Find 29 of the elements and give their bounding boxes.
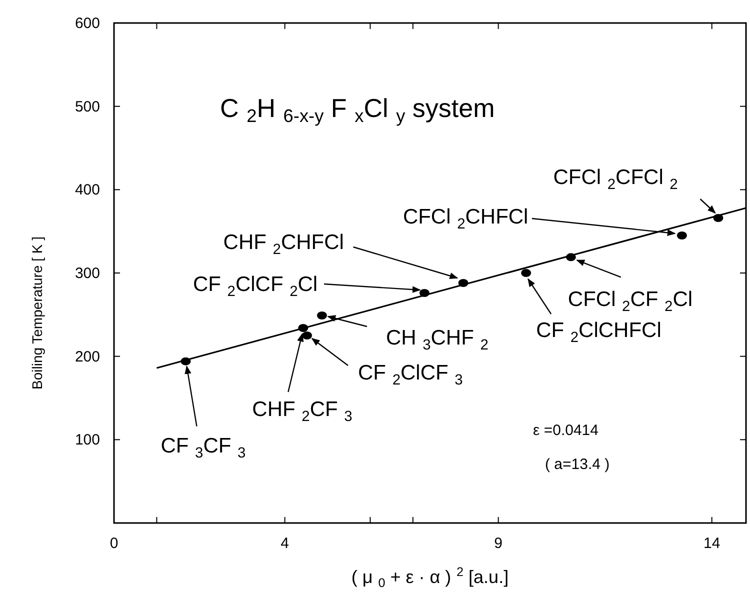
annotation: CF$_{2}$ClCF$_{2}$Cl [193, 273, 318, 300]
annotation: CHF$_{2}$CHFCl [223, 231, 344, 258]
y-tick-label: 200 [74, 348, 100, 366]
annotation: CFCl$_{2}$CF$_{2}$Cl [568, 288, 693, 315]
point [316, 312, 327, 320]
point [521, 269, 532, 277]
annotation: CH$_{3}$CHF$_{2}$ [386, 326, 488, 353]
annotation: CF$_{2}$ClCF$_{3}$ [358, 362, 463, 388]
annotation: ε =0.0414 [533, 422, 598, 439]
y-tick-label: 300 [74, 265, 100, 282]
annotation: ( a=13.4 ) [545, 456, 610, 473]
annotation: CFCl$_{2}$CHFCl [402, 206, 528, 232]
x-tick-label: 14 [703, 535, 720, 552]
y-axis-title: Boiling Temperature [ K ] [29, 236, 45, 390]
annotation: CHF$_{2}$CF$_{3}$ [252, 398, 352, 424]
x-tick-label: 4 [280, 535, 289, 552]
y-tick-label: 600 [74, 15, 100, 32]
point [302, 332, 312, 340]
chart-title: C$_{2}$H$_{6-x-y}$ F$_{x}$Cl$_{y}$ system [220, 93, 495, 126]
point [676, 232, 687, 240]
y-tick-label: 400 [74, 182, 100, 199]
annotation: CF$_{3}$CF$_{3}$ [160, 434, 246, 461]
annotation: CFCl$_{2}$CFCl$_{2}$ [553, 166, 678, 192]
x-tick-label: 0 [110, 535, 118, 552]
x-axis-title: ( μ$_{0}$ + ε · α )$^{2}$ [a.u.] [351, 564, 509, 590]
y-tick-label: 100 [74, 432, 100, 449]
annotation: CF$_{2}$ClCHFCl [536, 319, 662, 346]
x-tick-label: 9 [494, 535, 502, 552]
y-tick-label: 500 [74, 98, 100, 116]
